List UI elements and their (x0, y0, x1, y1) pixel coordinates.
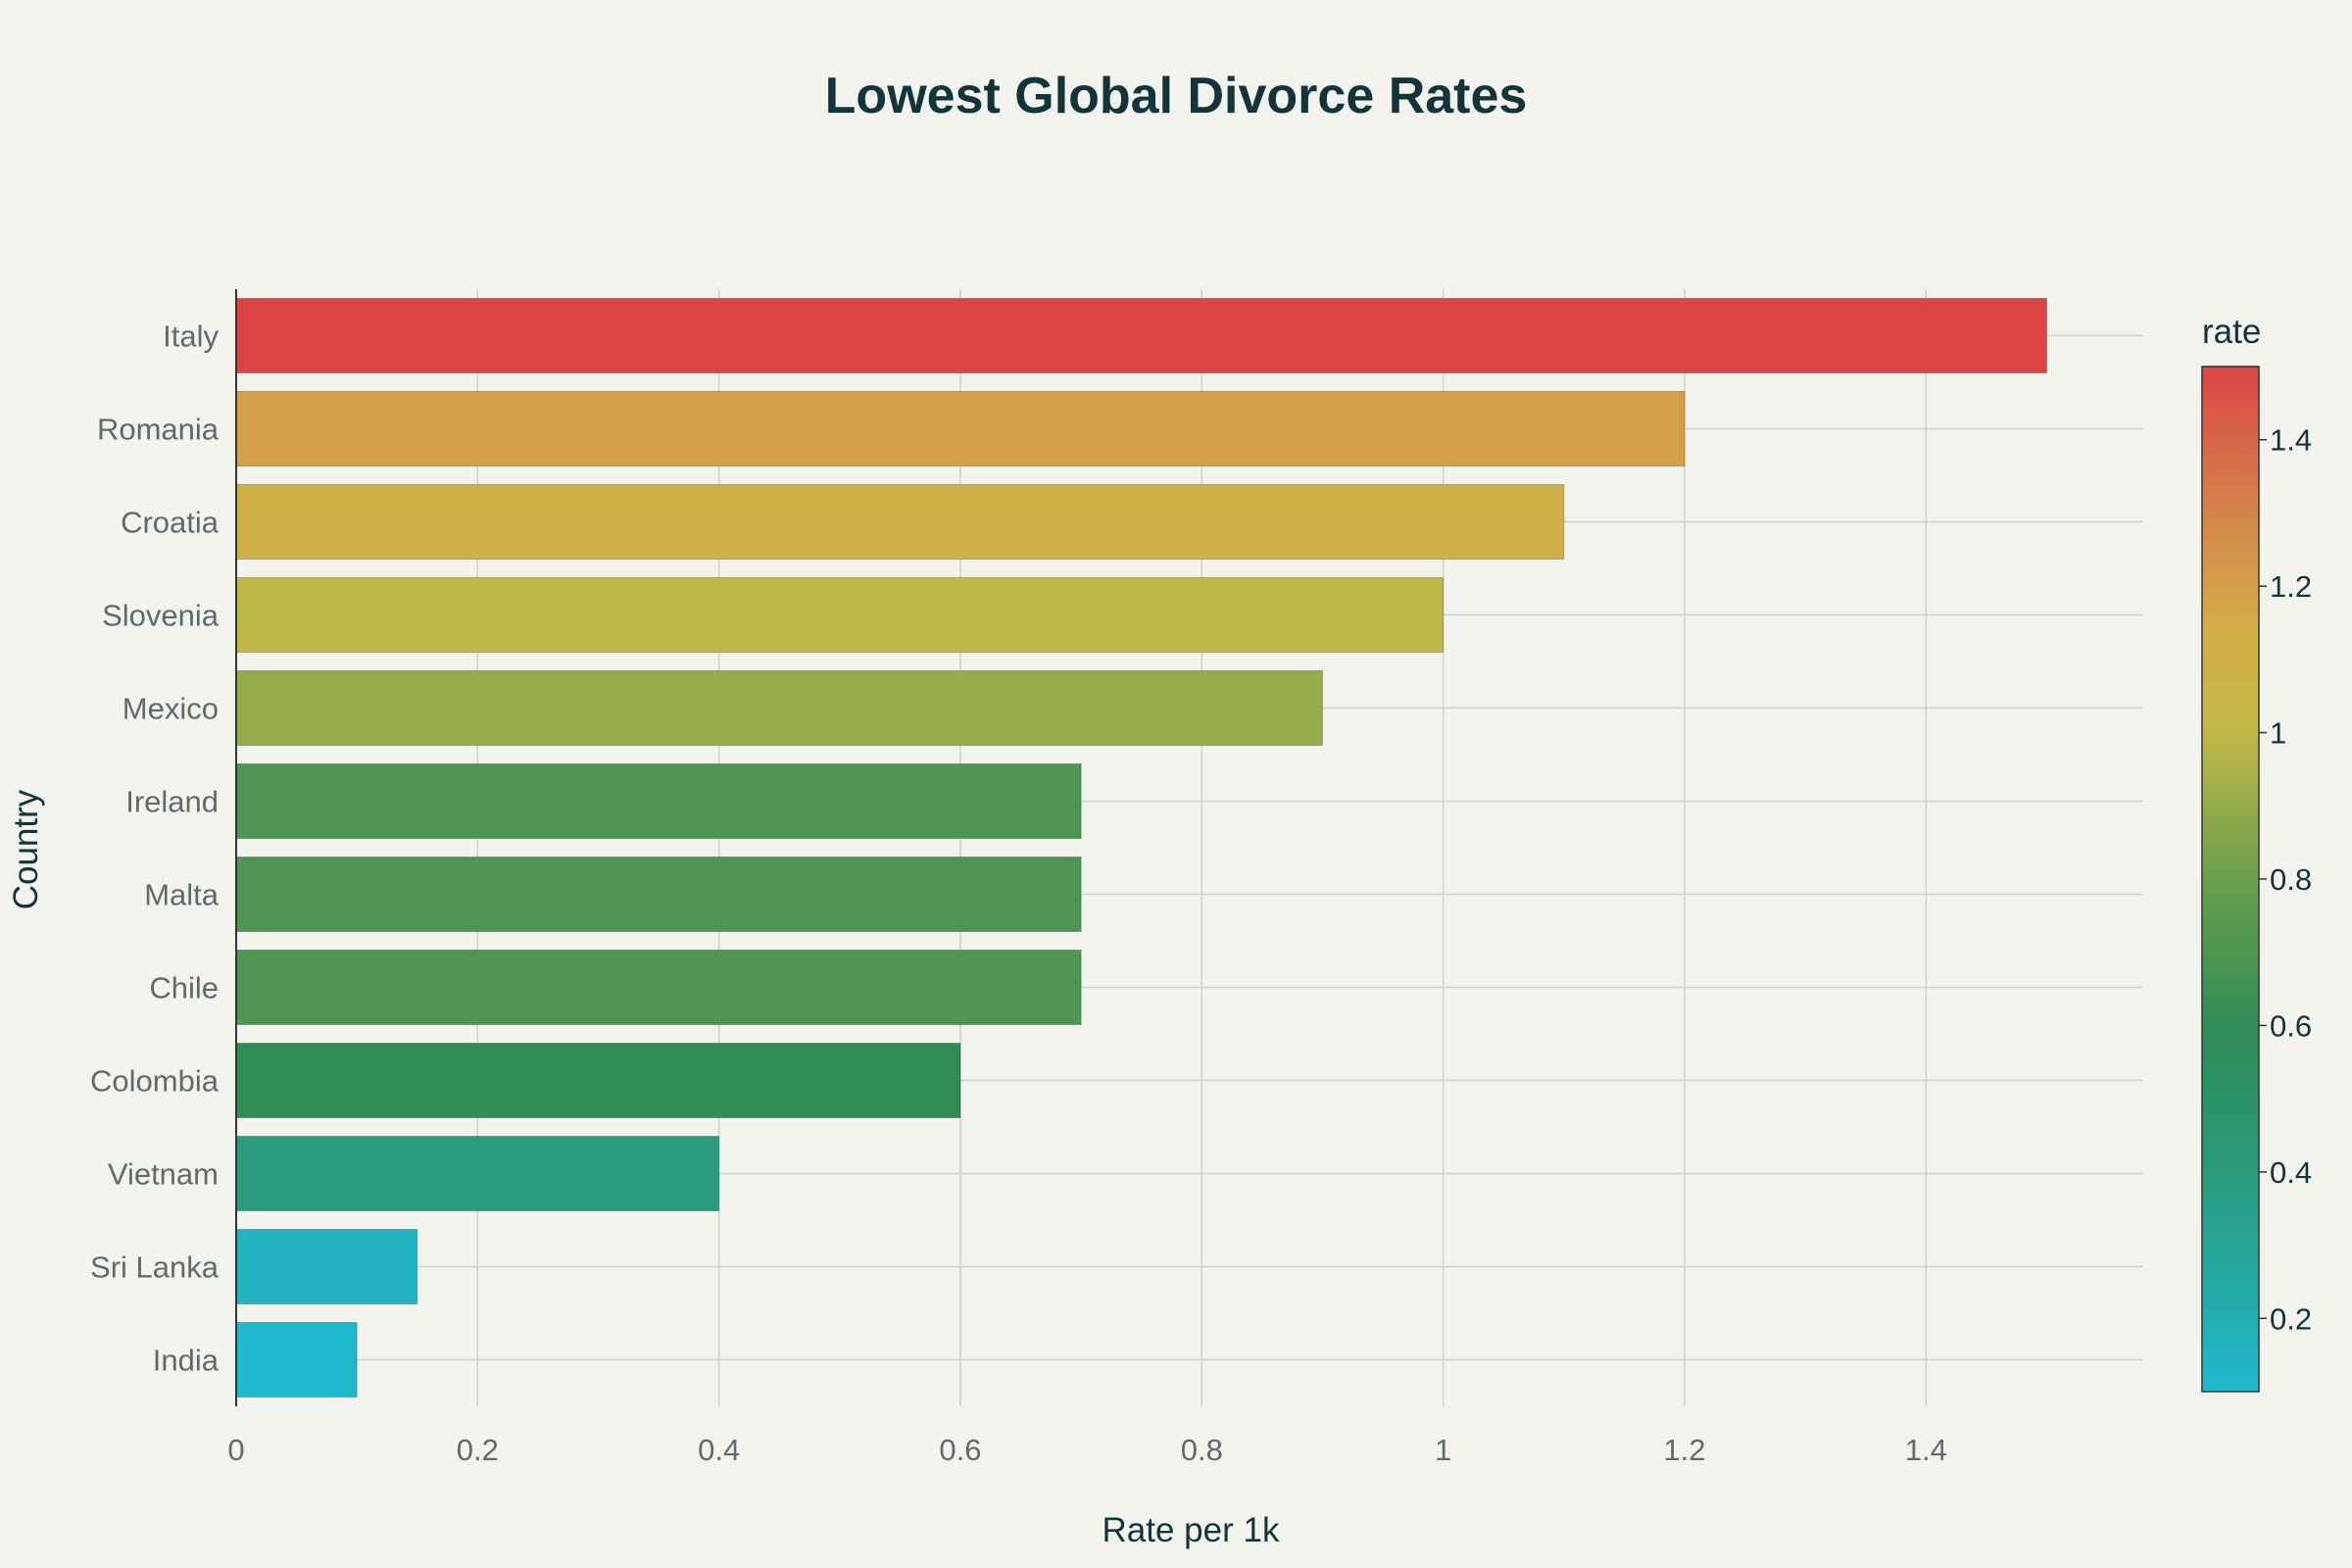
colorbar-tick-label: 1.2 (2270, 569, 2312, 604)
colorbar-tick-label: 0.8 (2270, 862, 2312, 897)
bar-mexico (235, 670, 1323, 746)
y-tick-label: Romania (97, 413, 220, 447)
y-axis-title: Country (7, 789, 45, 909)
y-tick-label: Malta (144, 878, 220, 912)
colorbar-tick-label: 1 (2270, 716, 2286, 751)
bar-ireland (235, 763, 1082, 839)
x-tick-label: 0.8 (1181, 1433, 1223, 1467)
y-tick-label: India (153, 1344, 220, 1378)
colorbar-title: rate (2202, 313, 2261, 351)
bar-italy (235, 298, 2047, 373)
axes: 0 0.2 0.4 0.6 0.8 1 1.2 1.4 Italy Romania Croatia S… (90, 289, 1947, 1467)
bar-vietnam (235, 1136, 720, 1211)
y-tick-label: Ireland (125, 785, 219, 819)
bar-romania (235, 391, 1686, 466)
bar-slovenia (235, 577, 1445, 653)
x-tick-label: 0.4 (698, 1433, 740, 1467)
colorbar-tick-label: 0.6 (2270, 1008, 2312, 1043)
bar-croatia (235, 484, 1565, 560)
x-axis-title: Rate per 1k (1102, 1511, 1280, 1549)
y-tick-label: Vietnam (108, 1157, 219, 1192)
colorbar: rate 0.2 0.4 0.6 0.8 1 1.2 1.4 (2201, 313, 2312, 1393)
colorbar-tick-label: 1.4 (2270, 423, 2312, 458)
y-tick-label: Mexico (122, 692, 219, 726)
x-tick-label: 1 (1435, 1433, 1451, 1467)
colorbar-tick-label: 0.2 (2270, 1301, 2312, 1336)
x-tick-label: 1.2 (1663, 1433, 1705, 1467)
y-tick-label: Italy (163, 319, 219, 354)
x-tick-label: 1.4 (1905, 1433, 1947, 1467)
bar-colombia (235, 1043, 961, 1118)
colorbar-gradient (2201, 366, 2260, 1393)
x-tick-label: 0.2 (457, 1433, 499, 1467)
x-tick-label: 0.6 (939, 1433, 981, 1467)
bar-india (235, 1322, 358, 1397)
y-tick-label: Chile (149, 971, 219, 1005)
chart-title: Lowest Global Divorce Rates (825, 68, 1528, 124)
bar-malta (235, 857, 1082, 932)
y-tick-label: Croatia (121, 506, 220, 540)
y-tick-label: Sri Lanka (90, 1250, 220, 1285)
bars (235, 298, 2047, 1397)
bar-chile (235, 950, 1082, 1025)
colorbar-tick-label: 0.4 (2270, 1155, 2312, 1190)
y-tick-label: Colombia (90, 1064, 220, 1099)
y-tick-label: Slovenia (102, 599, 220, 633)
bar-sri-lanka (235, 1229, 418, 1304)
x-tick-label: 0 (227, 1433, 244, 1467)
